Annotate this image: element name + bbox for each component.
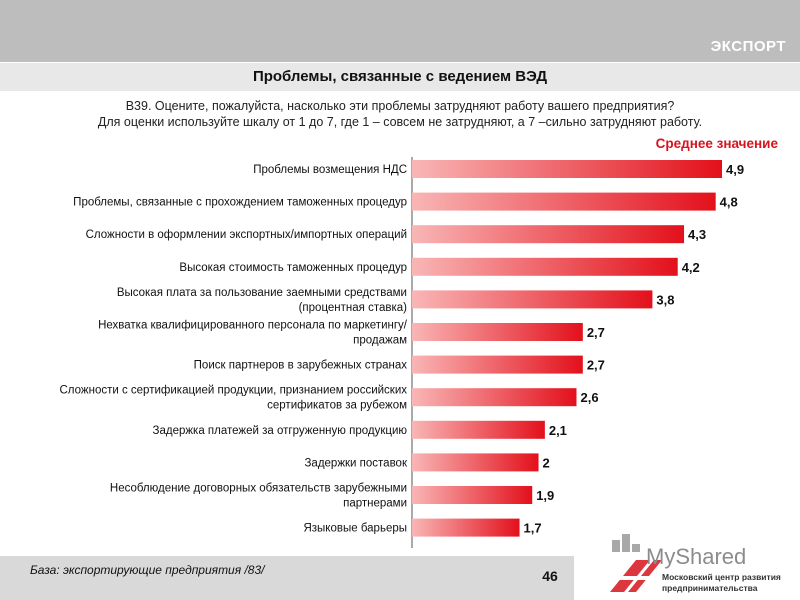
bar [412, 290, 653, 309]
category-label: Несоблюдение договорных обязательств зар… [110, 483, 407, 495]
bar [412, 257, 678, 276]
bar [412, 225, 685, 244]
bar [412, 420, 545, 439]
bar [412, 453, 539, 472]
title-bar: Проблемы, связанные с ведением ВЭД [0, 62, 800, 91]
bar [412, 323, 583, 341]
bar [412, 518, 520, 537]
category-label: Проблемы возмещения НДС [253, 164, 407, 176]
footer-bar [0, 556, 574, 600]
bar-value-label: 1,9 [536, 488, 554, 503]
category-label: Проблемы, связанные с прохождением тамож… [73, 197, 407, 209]
bar-value-label: 4,2 [682, 260, 700, 275]
watermark-org-line-1: Московский центр развития [662, 572, 781, 582]
bar-value-label: 2,7 [587, 358, 605, 373]
category-label: Высокая стоимость таможенных процедур [179, 262, 407, 274]
bar-value-label: 4,8 [720, 195, 738, 210]
bar [412, 160, 722, 178]
question-line-1: В39. Оцените, пожалуйста, насколько эти … [125, 99, 675, 113]
category-label: сертификатов за рубежом [267, 400, 407, 412]
category-label: Поиск партнеров в зарубежных странах [194, 360, 408, 372]
bar-value-label: 4,9 [726, 162, 744, 177]
category-label: Языковые барьеры [303, 523, 407, 535]
bar-value-label: 2 [543, 455, 550, 470]
legend-label: Среднее значение [655, 136, 778, 151]
bar-value-label: 1,7 [524, 521, 542, 536]
watermark-brand: MyShared [646, 544, 746, 569]
slide-title: Проблемы, связанные с ведением ВЭД [252, 68, 548, 85]
category-label: Сложности в оформлении экспортных/импорт… [86, 229, 407, 241]
watermark-icon [610, 534, 662, 592]
watermark-org-line-2: предпринимательства [662, 583, 758, 593]
bar-value-label: 2,7 [587, 325, 605, 340]
category-label: Нехватка квалифицированного персонала по… [98, 320, 408, 332]
category-label: Задержки поставок [304, 457, 407, 469]
section-label: ЭКСПОРТ [710, 38, 786, 55]
bar-value-label: 4,3 [688, 227, 706, 242]
category-label: продажам [353, 335, 407, 347]
bar-value-label: 2,1 [549, 423, 567, 438]
bar [412, 486, 533, 504]
category-label: Высокая плата за пользование заемными ср… [117, 287, 407, 299]
question-line-2: Для оценки используйте шкалу от 1 до 7, … [97, 115, 703, 129]
watermark-logo: MyShared Московский центр развития предп… [610, 534, 781, 593]
bar [412, 192, 716, 211]
page-number: 46 [542, 568, 558, 584]
category-label: Сложности с сертификацией продукции, при… [59, 385, 407, 397]
category-label: Задержка платежей за отгруженную продукц… [153, 425, 408, 437]
bar [412, 355, 583, 374]
bar-value-label: 2,6 [580, 390, 598, 405]
bar-value-label: 3,8 [656, 292, 674, 307]
question-text: В39. Оцените, пожалуйста, насколько эти … [0, 98, 800, 130]
base-note: База: экспортирующие предприятия /83/ [30, 563, 265, 577]
top-band: ЭКСПОРТ [0, 0, 800, 62]
category-label: партнерами [343, 498, 407, 510]
category-label: (процентная ставка) [299, 302, 408, 314]
bars-group: 4,9 Проблемы возмещения НДС 4,8 Проблемы, с… [59, 160, 744, 537]
bar [412, 388, 577, 407]
